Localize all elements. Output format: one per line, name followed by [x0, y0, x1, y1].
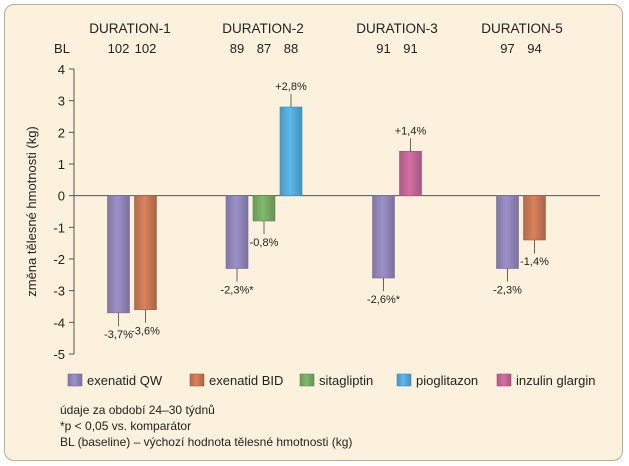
legend-swatch: [496, 373, 512, 387]
baseline-value: 87: [257, 41, 271, 56]
study-title: DURATION-5: [481, 21, 563, 36]
baseline-value: 88: [284, 41, 298, 56]
baseline-value: 91: [403, 41, 417, 56]
y-tick-label: 4: [58, 62, 65, 77]
legend-swatch: [189, 373, 205, 387]
data-label: +1,4%: [395, 125, 427, 137]
legend-label: exenatid BID: [209, 373, 283, 388]
baseline-value: 89: [230, 41, 244, 56]
bar: [252, 195, 276, 222]
baseline-value: 102: [108, 41, 130, 56]
data-label: -2,6%*: [367, 294, 401, 306]
data-label: +2,8%: [275, 81, 307, 93]
data-label: -2,3%: [493, 285, 522, 297]
y-axis-label: změna tělesné hmotnosti (kg): [24, 126, 39, 297]
study-title: DURATION-3: [356, 21, 438, 36]
baseline-value: 91: [376, 41, 390, 56]
y-tick-label: -4: [53, 315, 65, 330]
y-tick-label: 0: [58, 189, 65, 204]
y-tick-label: -2: [53, 252, 65, 267]
bar: [523, 195, 546, 241]
note-significance: *p < 0,05 vs. komparátor: [60, 419, 192, 433]
study-title: DURATION-1: [89, 21, 171, 36]
bar: [107, 195, 130, 314]
note-period: údaje za období 24–30 týdnů: [60, 403, 215, 417]
legend-swatch: [299, 373, 315, 387]
baseline-value: 97: [500, 41, 514, 56]
y-tick-label: -3: [53, 284, 65, 299]
y-tick-label: 3: [58, 94, 65, 109]
legend-swatch: [67, 373, 83, 387]
bar: [496, 195, 519, 269]
bar: [399, 151, 422, 196]
legend-label: pioglitazon: [416, 373, 478, 388]
legend-label: sitagliptin: [319, 373, 373, 388]
y-tick-label: 1: [58, 157, 65, 172]
data-label: -1,4%: [520, 256, 549, 268]
data-label: -0,8%: [250, 237, 279, 249]
baseline-value: 102: [135, 41, 157, 56]
data-label: -3,7%: [104, 329, 133, 341]
study-title: DURATION-2: [222, 21, 304, 36]
legend-label: inzulin glargin: [516, 373, 596, 388]
bar: [279, 106, 303, 196]
bar: [372, 195, 395, 279]
baseline-value: 94: [527, 41, 541, 56]
y-tick-label: 2: [58, 125, 65, 140]
legend-swatch: [396, 373, 412, 387]
note-baseline: BL (baseline) – výchozí hodnota tělesné …: [60, 435, 353, 449]
data-label: -2,3%*: [220, 285, 254, 297]
bar: [134, 195, 157, 310]
bar: [225, 195, 249, 269]
data-label: -3,6%: [131, 326, 160, 338]
y-tick-label: -5: [53, 347, 65, 362]
legend-label: exenatid QW: [87, 373, 163, 388]
y-tick-label: -1: [53, 220, 65, 235]
baseline-row-label: BL: [54, 41, 70, 56]
